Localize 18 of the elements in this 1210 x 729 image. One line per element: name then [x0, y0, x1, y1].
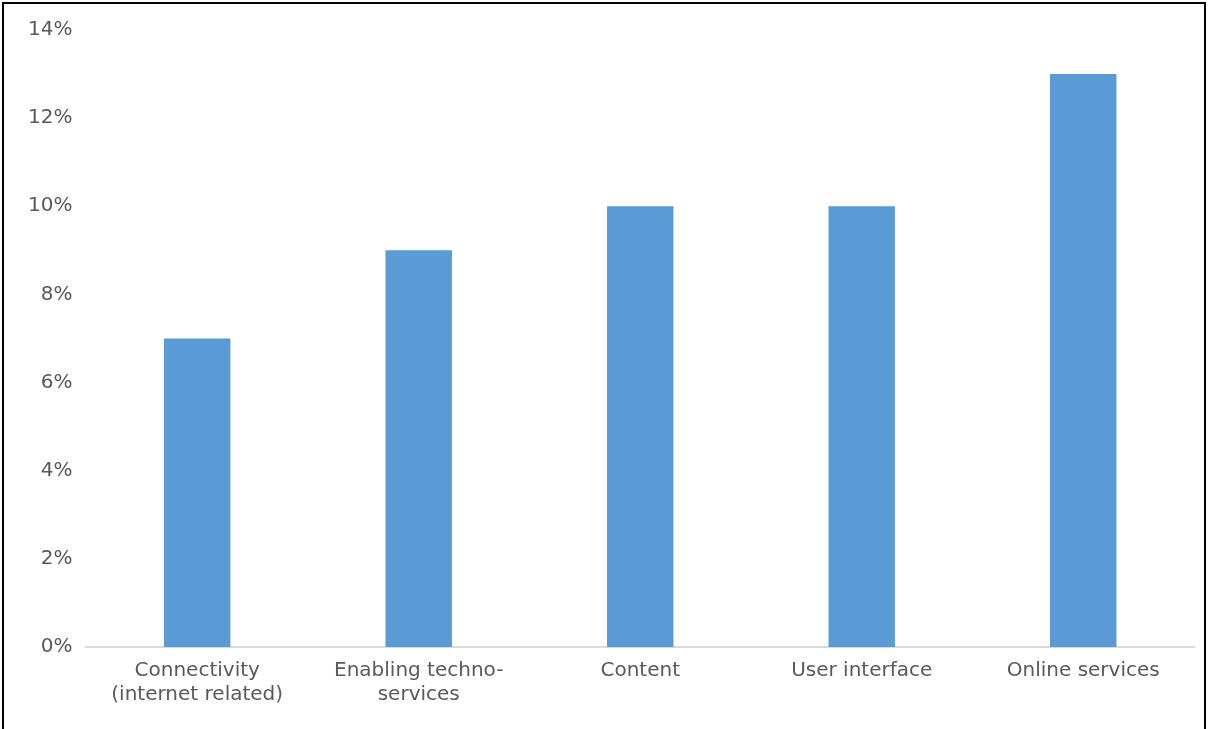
y-tick-label: 2% [40, 545, 73, 570]
y-tick-label: 8% [40, 280, 73, 305]
y-tick-label: 10% [28, 192, 73, 217]
x-tick-label: Enabling techno- services [334, 657, 504, 706]
bar [1050, 74, 1117, 647]
x-tick-label: Online services [1006, 657, 1160, 682]
x-tick-label: Connectivity (internet related) [111, 657, 284, 706]
bar [607, 206, 674, 647]
x-tick-label: Content [600, 657, 681, 682]
y-tick-label: 14% [28, 16, 73, 41]
bar [385, 250, 452, 647]
x-tick-label: User interface [791, 657, 933, 682]
bar [163, 338, 231, 647]
y-tick-label: 0% [40, 633, 73, 658]
y-tick-label: 12% [28, 104, 73, 129]
y-tick-label: 4% [40, 456, 73, 481]
y-tick-label: 6% [40, 368, 73, 393]
bar [828, 206, 895, 647]
